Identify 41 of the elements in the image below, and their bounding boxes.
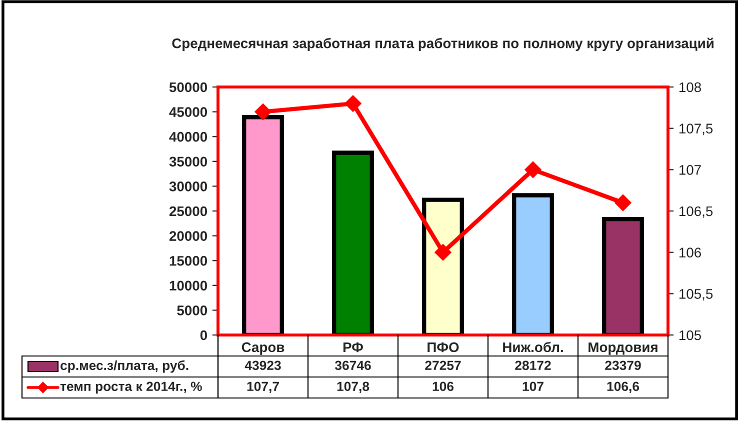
data-label: 106 <box>432 382 454 392</box>
y-tick-label: 0 <box>200 330 208 340</box>
x-tick-label: Ниж.обл. <box>503 342 563 352</box>
y-tick-label: 10000 <box>170 280 208 291</box>
point <box>434 244 452 261</box>
y-tick-label: 25000 <box>169 206 208 216</box>
data-label: 28172 <box>515 360 551 370</box>
y2-tick-label: 108 <box>679 82 701 92</box>
x-tick-label: ПФО <box>428 342 459 352</box>
x-tick-label: Саров <box>242 342 284 355</box>
x-tick-label: РФ <box>343 342 363 352</box>
data-label: 23379 <box>605 360 641 370</box>
data-label: 107,8 <box>337 382 370 393</box>
y2-tick-label: 107 <box>679 165 701 175</box>
point <box>254 103 272 120</box>
y2-tick-label: 105 <box>679 330 702 340</box>
point <box>344 95 362 112</box>
legend-label: ср.мес.з/плата, руб. <box>60 360 188 373</box>
legend-label: темп роста к 2014г., % <box>60 382 202 394</box>
data-label: 107 <box>522 382 544 392</box>
y2-tick-label: 106,5 <box>679 206 713 218</box>
y-tick-label: 15000 <box>170 256 208 266</box>
chart-title: Среднемесячная заработная плата работников по полному кругу организаций <box>172 38 714 51</box>
y-tick-label: 30000 <box>169 182 208 192</box>
data-label: 36746 <box>334 360 371 370</box>
data-label: 27257 <box>425 360 461 370</box>
y-tick-label: 50000 <box>169 82 208 92</box>
y-tick-label: 5000 <box>177 306 208 316</box>
y-tick-label: 20000 <box>169 231 208 241</box>
point <box>614 194 632 212</box>
y-tick-label: 45000 <box>169 107 208 117</box>
data-label: 43923 <box>244 360 281 370</box>
y-tick-label: 40000 <box>169 132 208 142</box>
y2-tick-label: 107,5 <box>679 124 713 136</box>
point <box>524 161 542 178</box>
data-label: 107,7 <box>247 382 279 393</box>
y-tick-label: 35000 <box>169 156 208 167</box>
y2-tick-label: 106 <box>679 248 701 258</box>
data-label: 106,6 <box>607 382 640 393</box>
y2-tick-label: 105,5 <box>679 289 713 300</box>
x-tick-label: Мордовия <box>588 342 658 355</box>
